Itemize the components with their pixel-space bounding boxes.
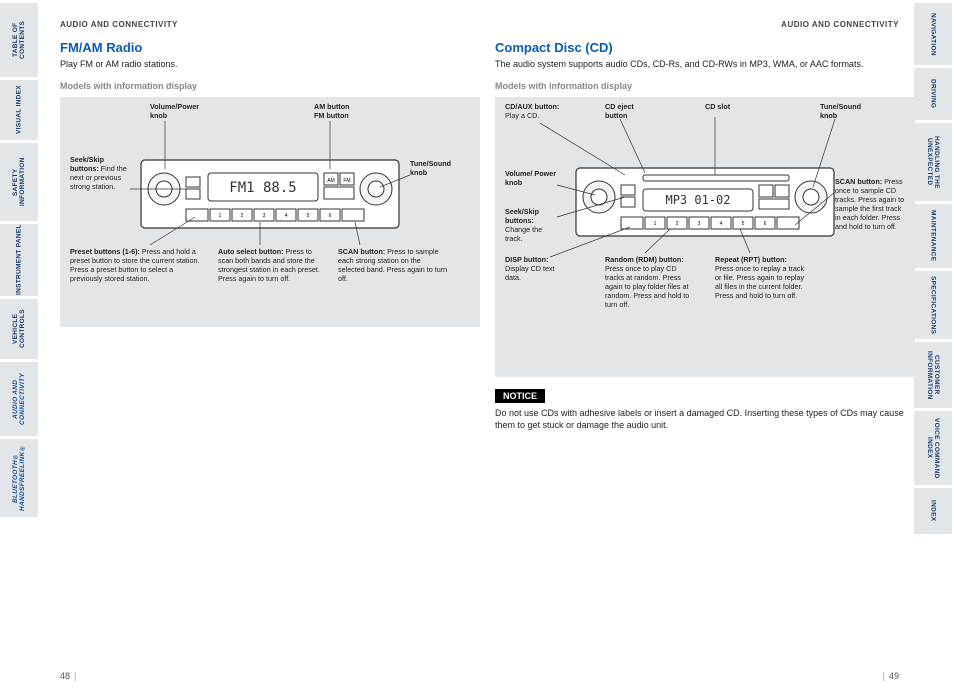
- callout-slot: CD slot: [705, 102, 755, 111]
- nav-tab[interactable]: MAINTENANCE: [914, 204, 952, 268]
- svg-text:4: 4: [720, 221, 723, 227]
- nav-tab[interactable]: HANDLING THE UNEXPECTED: [914, 123, 952, 201]
- svg-text:AM: AM: [327, 178, 335, 184]
- callout-scan-cd: SCAN button: Press once to sample CD tra…: [835, 177, 907, 231]
- svg-text:3: 3: [698, 221, 701, 227]
- svg-text:FM1 88.5: FM1 88.5: [229, 180, 296, 196]
- nav-tab[interactable]: SAFETY INFORMATION: [0, 143, 38, 221]
- page-right: Compact Disc (CD) The audio system suppo…: [495, 40, 915, 431]
- svg-text:6: 6: [764, 221, 767, 227]
- svg-text:1: 1: [219, 213, 222, 219]
- callout-disp: DISP button: Display CD text data.: [505, 255, 565, 282]
- callout-cdaux: CD/AUX button: Play a CD.: [505, 102, 575, 120]
- svg-text:5: 5: [307, 213, 310, 219]
- nav-tab[interactable]: SPECIFICATIONS: [914, 271, 952, 339]
- svg-text:6: 6: [329, 213, 332, 219]
- callout-amfm: AM button FM button: [314, 102, 374, 120]
- page-number-right: |49: [879, 671, 899, 681]
- nav-tab[interactable]: AUDIO AND CONNECTIVITY: [0, 362, 38, 436]
- nav-tab[interactable]: TABLE OF CONTENTS: [0, 3, 38, 77]
- running-header-right: AUDIO AND CONNECTIVITY: [781, 20, 899, 29]
- svg-text:1: 1: [654, 221, 657, 227]
- callout-rdm: Random (RDM) button: Press once to play …: [605, 255, 695, 309]
- right-tab-strip: NAVIGATIONDRIVINGHANDLING THE UNEXPECTED…: [914, 0, 954, 699]
- cd-diagram: MP3 01-02 1 2 3 4 5 6 CD/AUX button: Pla…: [495, 97, 915, 377]
- svg-text:FM: FM: [343, 178, 350, 184]
- callout-preset: Preset buttons (1-6): Press and hold a p…: [70, 247, 200, 283]
- cd-title: Compact Disc (CD): [495, 40, 915, 55]
- nav-tab[interactable]: VOICE COMMAND INDEX: [914, 411, 952, 485]
- cd-subhead: Models with information display: [495, 81, 915, 91]
- nav-tab[interactable]: VISUAL INDEX: [0, 80, 38, 140]
- page-left: FM/AM Radio Play FM or AM radio stations…: [60, 40, 480, 327]
- notice-text: Do not use CDs with adhesive labels or i…: [495, 407, 915, 431]
- fm-intro: Play FM or AM radio stations.: [60, 59, 480, 71]
- callout-auto: Auto select button: Press to scan both b…: [218, 247, 328, 283]
- nav-tab[interactable]: DRIVING: [914, 68, 952, 120]
- callout-scan: SCAN button: Press to sample each strong…: [338, 247, 448, 283]
- fm-title: FM/AM Radio: [60, 40, 480, 55]
- callout-tune-cd: Tune/Sound knob: [820, 102, 880, 120]
- callout-seek-cd: Seek/Skip buttons: Change the track.: [505, 207, 560, 243]
- nav-tab[interactable]: CUSTOMER INFORMATION: [914, 342, 952, 408]
- cd-radio-illustration: MP3 01-02 1 2 3 4 5 6: [575, 167, 835, 247]
- fm-diagram: FM1 88.5 AM FM 1 2 3 4 5 6 Volume/Power …: [60, 97, 480, 327]
- nav-tab[interactable]: BLUETOOTH® HANDSFREELINK®: [0, 439, 38, 517]
- fm-radio-illustration: FM1 88.5 AM FM 1 2 3 4 5 6: [140, 159, 400, 239]
- svg-text:3: 3: [263, 213, 266, 219]
- nav-tab[interactable]: VEHICLE CONTROLS: [0, 299, 38, 359]
- svg-text:2: 2: [241, 213, 244, 219]
- cd-intro: The audio system supports audio CDs, CD-…: [495, 59, 915, 71]
- page-number-left: 48|: [60, 671, 80, 681]
- nav-tab[interactable]: NAVIGATION: [914, 3, 952, 65]
- running-header-left: AUDIO AND CONNECTIVITY: [60, 20, 178, 29]
- callout-eject: CD eject button: [605, 102, 655, 120]
- callout-seek: Seek/Skip buttons: Find the next or prev…: [70, 155, 132, 191]
- svg-text:4: 4: [285, 213, 288, 219]
- callout-vol-cd: Volume/ Power knob: [505, 169, 560, 187]
- fm-subhead: Models with information display: [60, 81, 480, 91]
- callout-tune: Tune/Sound knob: [410, 159, 470, 177]
- left-tab-strip: TABLE OF CONTENTSVISUAL INDEXSAFETY INFO…: [0, 0, 40, 699]
- svg-text:5: 5: [742, 221, 745, 227]
- notice-label: NOTICE: [495, 389, 545, 403]
- svg-text:2: 2: [676, 221, 679, 227]
- callout-rpt: Repeat (RPT) button: Press once to repla…: [715, 255, 805, 300]
- callout-vol-knob: Volume/Power knob: [150, 102, 210, 120]
- svg-text:MP3 01-02: MP3 01-02: [665, 193, 730, 207]
- nav-tab[interactable]: INSTRUMENT PANEL: [0, 224, 38, 296]
- nav-tab[interactable]: INDEX: [914, 488, 952, 534]
